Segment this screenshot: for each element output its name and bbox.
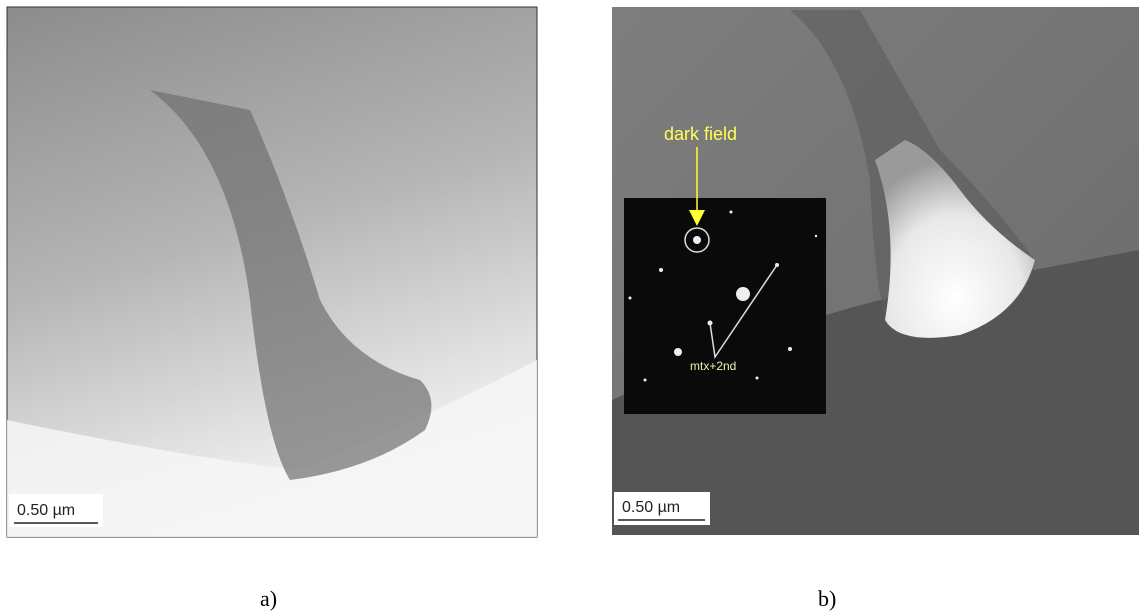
figure: 0.50 µm a) mtx+2nd dark field 0.50 µm b) [0, 0, 1139, 615]
panel-label: b) [818, 586, 836, 611]
scale-bar-label: 0.50 µm [17, 502, 75, 519]
panel-label: a) [260, 586, 277, 611]
panel-a: 0.50 µm [7, 7, 537, 537]
annotation: dark field [664, 124, 737, 144]
panel-b: mtx+2nd dark field 0.50 µm [612, 7, 1139, 535]
scale-bar-label: 0.50 µm [622, 499, 680, 516]
diffraction-inset [624, 198, 826, 414]
inset-label: mtx+2nd [690, 359, 736, 373]
